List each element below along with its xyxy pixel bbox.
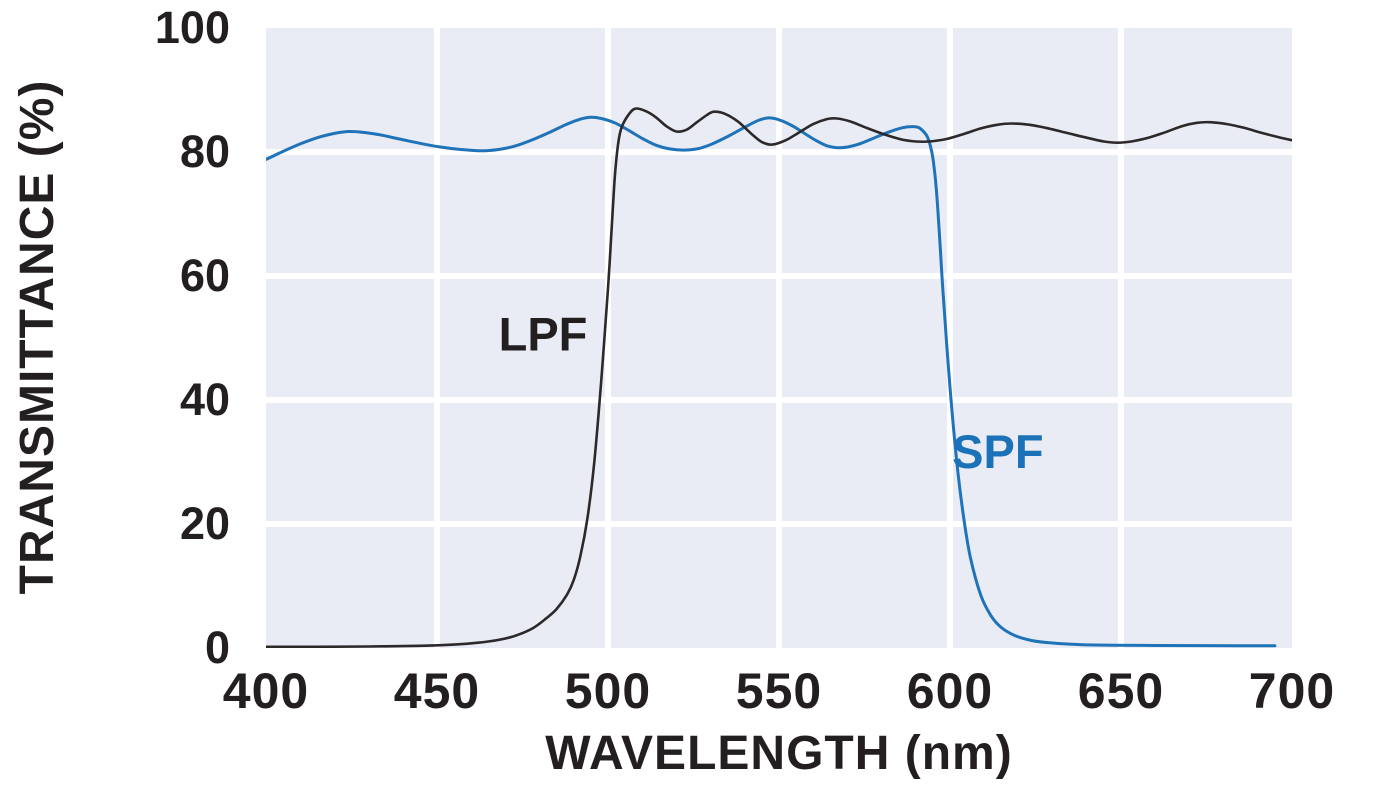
x-tick-label: 450 xyxy=(393,663,481,719)
y-tick-label: 0 xyxy=(204,622,230,673)
x-tick-label: 600 xyxy=(906,663,994,719)
y-tick-label: 100 xyxy=(154,2,230,53)
x-tick-label: 700 xyxy=(1248,663,1336,719)
curve-label-spf: SPF xyxy=(952,425,1043,478)
x-tick-label: 400 xyxy=(222,663,310,719)
x-tick-label: 650 xyxy=(1077,663,1165,719)
y-tick-label: 20 xyxy=(179,498,230,549)
plot-area: SPF LPF xyxy=(266,28,1292,648)
curve-spf xyxy=(266,115,1277,648)
y-axis-title: TRANSMITTANCE (%) xyxy=(11,79,64,595)
curve-label-lpf: LPF xyxy=(499,307,588,360)
x-tick-label: 550 xyxy=(735,663,823,719)
x-tick-label: 500 xyxy=(564,663,652,719)
y-tick-label: 60 xyxy=(179,250,230,301)
x-axis-title: WAVELENGTH (nm) xyxy=(545,727,1013,780)
y-tick-label: 40 xyxy=(179,374,230,425)
y-tick-label: 80 xyxy=(179,126,230,177)
gridlines xyxy=(266,28,1292,648)
curve-lpf xyxy=(266,107,1292,648)
